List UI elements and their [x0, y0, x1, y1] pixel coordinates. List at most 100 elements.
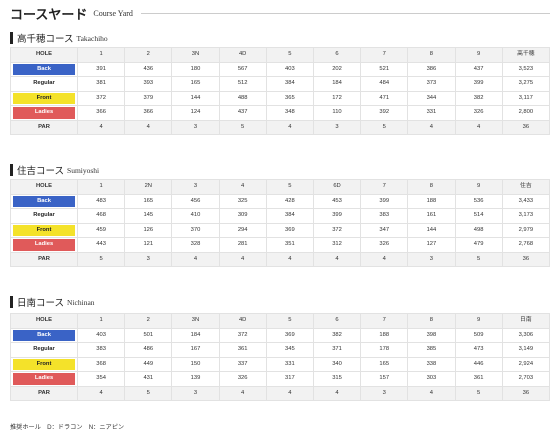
yard-cell: 139 — [171, 371, 220, 387]
table-row: PAR 4 5 3 4 4 4 3 4 5 36 — [10, 385, 551, 401]
par-total-cell: 36 — [501, 119, 551, 135]
yard-cell: 509 — [454, 327, 503, 343]
yard-cell: 303 — [407, 371, 456, 387]
footnote: 推奨ホール D：ドラコン N：ニアピン — [10, 424, 125, 431]
yard-cell: 184 — [171, 327, 220, 343]
par-cell: 5 — [454, 251, 503, 267]
total-cell: 3,275 — [501, 76, 551, 92]
hole-number: 2 — [124, 47, 173, 63]
yard-cell: 340 — [312, 356, 362, 372]
table-row: Front 372 379 144 488 365 172 471 344 38… — [10, 90, 551, 106]
yard-cell: 479 — [454, 237, 503, 253]
yard-cell: 379 — [124, 90, 173, 106]
yard-cell: 437 — [218, 105, 267, 121]
yard-cell: 484 — [360, 76, 409, 92]
yard-cell: 369 — [265, 222, 314, 238]
par-cell: 4 — [265, 385, 314, 401]
section-name-en: Sumiyoshi — [67, 165, 100, 175]
yard-cell: 383 — [360, 208, 409, 224]
par-cell: 4 — [76, 119, 126, 135]
par-cell: 4 — [171, 251, 220, 267]
hole-number: 8 — [407, 313, 456, 329]
yard-cell: 165 — [360, 356, 409, 372]
total-cell: 3,117 — [501, 90, 551, 106]
tee-label-back: Back — [10, 61, 78, 77]
yard-cell: 126 — [124, 222, 173, 238]
yard-cell: 446 — [454, 356, 503, 372]
yard-cell: 403 — [265, 61, 314, 77]
par-total-cell: 36 — [501, 385, 551, 401]
hole-number: 1 — [76, 179, 126, 195]
yardage-table-takachiho: HOLE 1 2 3N 4D 5 6 7 8 9 高千穂 Back 391 43… — [10, 47, 551, 135]
yard-cell: 361 — [218, 342, 267, 358]
yard-cell: 386 — [407, 61, 456, 77]
section-heading-nichinan: 日南コース Nichinan — [10, 296, 95, 309]
table-row: PAR 5 3 4 4 4 4 4 3 5 36 — [10, 251, 551, 267]
tee-pill: Back — [13, 195, 75, 207]
yard-cell: 157 — [360, 371, 409, 387]
total-cell: 2,924 — [501, 356, 551, 372]
yard-cell: 436 — [124, 61, 173, 77]
section-name-en: Takachiho — [76, 33, 108, 43]
par-cell: 3 — [171, 385, 220, 401]
total-cell: 3,306 — [501, 327, 551, 343]
yard-cell: 373 — [407, 76, 456, 92]
yard-cell: 351 — [265, 237, 314, 253]
yard-cell: 498 — [454, 222, 503, 238]
yard-cell: 473 — [454, 342, 503, 358]
page-title-jp: コースヤード — [10, 7, 88, 23]
hole-number: 6 — [312, 47, 362, 63]
tee-pill: Ladies — [13, 239, 75, 251]
yard-cell: 514 — [454, 208, 503, 224]
total-cell: 2,979 — [501, 222, 551, 238]
yard-cell: 188 — [407, 193, 456, 209]
tee-pill: Ladies — [13, 107, 75, 119]
hole-number: 3 — [171, 179, 220, 195]
yard-cell: 410 — [171, 208, 220, 224]
title-divider — [140, 12, 550, 14]
par-cell: 4 — [454, 119, 503, 135]
tee-pill: Regular — [13, 344, 75, 356]
hole-number: 7 — [360, 179, 409, 195]
hole-header: HOLE — [10, 313, 78, 329]
hole-header: HOLE — [10, 47, 78, 63]
yard-cell: 398 — [407, 327, 456, 343]
yard-cell: 383 — [76, 342, 126, 358]
tee-pill: Front — [13, 224, 75, 236]
hole-number: 9 — [454, 313, 503, 329]
yard-cell: 428 — [265, 193, 314, 209]
yard-cell: 488 — [218, 90, 267, 106]
yard-cell: 453 — [312, 193, 362, 209]
yard-cell: 344 — [407, 90, 456, 106]
yard-cell: 110 — [312, 105, 362, 121]
par-cell: 4 — [407, 385, 456, 401]
yard-cell: 347 — [360, 222, 409, 238]
yard-cell: 165 — [171, 76, 220, 92]
yard-cell: 167 — [171, 342, 220, 358]
hole-number: 9 — [454, 179, 503, 195]
par-cell: 5 — [124, 385, 173, 401]
yard-cell: 165 — [124, 193, 173, 209]
yard-cell: 172 — [312, 90, 362, 106]
yard-cell: 370 — [171, 222, 220, 238]
section-name-jp: 日南コース — [17, 298, 65, 309]
table-row: Regular 381 393 165 512 384 184 484 373 … — [10, 76, 551, 92]
yard-cell: 326 — [218, 371, 267, 387]
yard-cell: 399 — [360, 193, 409, 209]
yard-cell: 372 — [312, 222, 362, 238]
table-row: Front 368 449 150 337 331 340 165 338 44… — [10, 356, 551, 372]
tee-label-regular: Regular — [10, 342, 78, 358]
hole-number: 6 — [312, 313, 362, 329]
yard-cell: 372 — [76, 90, 126, 106]
tee-pill: Front — [13, 92, 75, 104]
page-title: コースヤード Course Yard — [10, 4, 550, 23]
yard-cell: 521 — [360, 61, 409, 77]
hole-number: 9 — [454, 47, 503, 63]
yard-cell: 384 — [265, 208, 314, 224]
yard-cell: 145 — [124, 208, 173, 224]
par-cell: 4 — [218, 385, 267, 401]
par-cell: 5 — [454, 385, 503, 401]
yard-cell: 124 — [171, 105, 220, 121]
page-title-en: Course Yard — [93, 8, 133, 18]
yard-cell: 337 — [218, 356, 267, 372]
